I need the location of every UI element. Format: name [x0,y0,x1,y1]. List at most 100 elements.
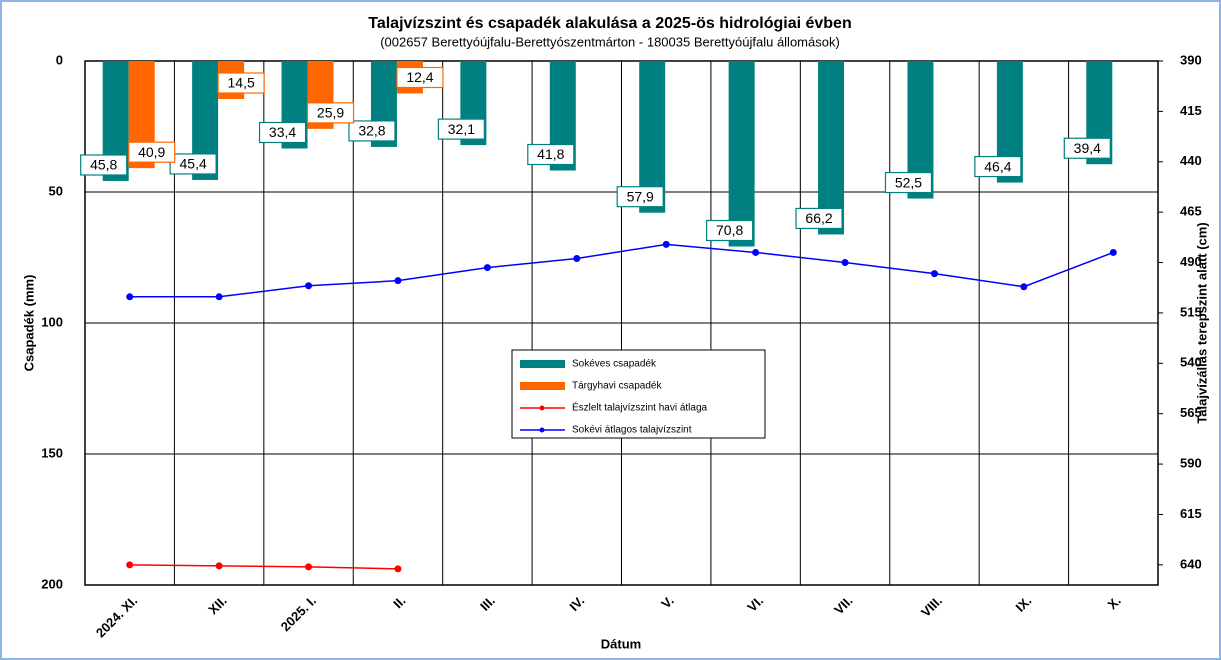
point [215,562,223,570]
point [930,270,938,278]
legend-swatch [520,360,565,368]
point [305,563,313,571]
line [129,243,1114,298]
line [129,564,398,570]
value-label: 12,4 [396,66,444,89]
value-label: 33,4 [258,121,307,144]
value-label: 41,8 [527,143,575,166]
y-tick-label: 0 [56,52,63,67]
value-label: 40,9 [128,141,176,163]
value-label-box [527,143,575,166]
point [394,277,402,285]
value-label-box [974,155,1022,178]
point [752,248,760,256]
value-label-box [1063,137,1111,159]
value-label-text: 45,8 [90,157,117,173]
value-label: 32,1 [437,118,485,140]
chart-subtitle: (002657 Berettyóújfalu-Berettyószentmárt… [380,34,840,49]
value-label-box [348,120,396,142]
value-label-box [128,141,176,163]
legend-label: Sokévi átlagos talajvízszint [572,425,692,436]
value-label-text: 45,4 [180,156,207,172]
value-label-text: 40,9 [138,144,165,160]
value-label-box [258,121,307,144]
value-label-text: 32,1 [448,121,475,137]
value-label-box [616,186,664,208]
value-label-text: 12,4 [406,69,433,85]
value-label-text: 14,5 [228,75,255,91]
legend-label: Észlelt talajvízszint havi átlaga [572,401,708,414]
value-label-text: 52,5 [895,174,922,190]
value-label-text: 33,4 [269,124,296,140]
y-tick-label: 50 [49,183,63,198]
value-label-box [217,72,265,94]
point [126,293,134,301]
value-label: 32,8 [348,120,396,142]
point [841,259,849,267]
point [1020,283,1028,291]
value-label-text: 39,4 [1074,140,1101,156]
point [662,240,670,248]
value-label: 25,9 [306,102,355,124]
value-label-box [80,154,128,176]
value-label-text: 32,8 [358,123,385,139]
legend: Sokéves csapadék Tárgyhavi csapadék Észlel… [511,349,766,439]
point [126,561,134,569]
y2-tick-label: 415 [1180,103,1202,118]
legend-label: Tárgyhavi csapadék [572,381,662,392]
y-axis-label: Csapadék (mm) [21,275,36,372]
value-label-box [396,66,444,89]
chart-title: Talajvízszint és csapadék alakulása a 20… [368,15,851,32]
point [305,282,313,290]
y2-tick-label: 515 [1180,304,1202,319]
y2-tick-label: 640 [1180,556,1202,571]
value-label: 14,5 [217,72,265,94]
legend-label: Sokéves csapadék [572,359,657,370]
bar [728,61,755,247]
point [1109,248,1117,256]
value-label-text: 70,8 [716,222,743,238]
value-label: 66,2 [795,207,843,230]
y-tick-label: 200 [41,576,63,591]
value-label-box [706,219,754,242]
value-label-text: 41,8 [537,146,564,162]
value-label: 52,5 [884,171,933,194]
value-label-text: 57,9 [627,188,654,204]
value-label-box [884,171,933,194]
y-tick-label: 100 [41,314,63,329]
value-label: 70,8 [706,219,754,242]
value-label-box [795,207,843,230]
y2-tick-label: 490 [1180,254,1202,269]
y-tick-label: 150 [41,445,63,460]
y2-tick-label: 390 [1180,52,1202,67]
value-label-text: 25,9 [317,105,344,121]
y2-tick-label: 615 [1180,506,1202,521]
value-label: 39,4 [1063,137,1111,159]
value-label: 46,4 [974,155,1022,178]
value-label-box [306,102,355,124]
y2-tick-label: 465 [1180,204,1202,219]
y2-tick-label: 440 [1180,153,1202,168]
point [483,264,491,272]
legend-swatch-dot [539,405,545,411]
legend-swatch-dot [539,427,545,433]
y2-tick-label: 590 [1180,456,1202,471]
value-label-text: 46,4 [984,158,1011,174]
value-label: 45,4 [169,153,217,175]
y2-axis-label: Talajvízállás terepszint alatt (cm) [1194,222,1209,423]
value-label: 57,9 [616,186,664,208]
point [573,255,581,263]
legend-swatch [520,382,565,390]
plot-border [84,60,1159,586]
value-label-text: 66,2 [805,210,832,226]
point [394,565,402,573]
y2-tick-label: 540 [1180,355,1202,370]
x-axis-label: Dátum [601,636,641,651]
value-label-box [169,153,217,175]
y2-tick-label: 565 [1180,405,1202,420]
bar [818,61,845,235]
value-label-box [437,118,485,140]
